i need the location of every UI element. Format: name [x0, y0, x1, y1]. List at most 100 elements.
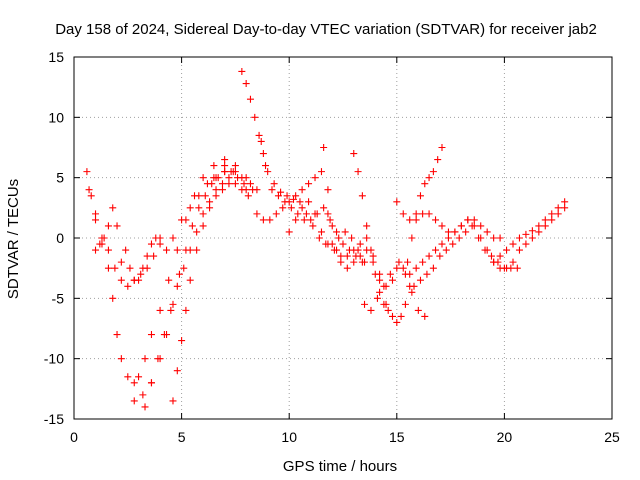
data-point: [225, 174, 233, 182]
data-point: [386, 270, 394, 278]
data-point: [167, 306, 175, 314]
data-point: [221, 156, 229, 164]
data-point: [522, 240, 530, 248]
data-point: [143, 252, 151, 260]
data-point: [210, 174, 218, 182]
data-point: [432, 246, 440, 254]
data-point: [135, 276, 143, 284]
data-point: [173, 246, 181, 254]
series-arc-13: [361, 204, 569, 314]
data-point: [141, 403, 149, 411]
data-point: [298, 186, 306, 194]
data-point: [178, 216, 186, 224]
data-point: [348, 234, 356, 242]
y-tick-label: 0: [56, 230, 64, 246]
data-point: [266, 216, 274, 224]
data-point: [341, 228, 349, 236]
data-point: [240, 180, 248, 188]
data-point: [126, 264, 134, 272]
series-arc-5: [141, 174, 233, 411]
chart-title: Day 158 of 2024, Sidereal Day-to-day VTE…: [55, 21, 597, 38]
data-point: [147, 379, 155, 387]
data-point: [281, 198, 289, 206]
data-point: [343, 264, 351, 272]
data-point: [464, 216, 472, 224]
data-point: [399, 264, 407, 272]
data-point: [412, 264, 420, 272]
data-point: [292, 192, 300, 200]
data-point: [554, 210, 562, 218]
data-point: [425, 252, 433, 260]
data-point: [496, 252, 504, 260]
data-point: [257, 137, 265, 145]
data-point: [231, 162, 239, 170]
data-point: [380, 282, 388, 290]
data-point: [305, 180, 313, 188]
data-point: [412, 210, 420, 218]
data-point: [528, 227, 536, 235]
data-point: [147, 240, 155, 248]
data-point: [548, 216, 556, 224]
data-point: [416, 192, 424, 200]
data-point: [500, 264, 508, 272]
data-point: [554, 204, 562, 212]
data-point: [139, 391, 147, 399]
data-point: [285, 228, 293, 236]
series-arc-7: [238, 67, 369, 266]
data-point: [92, 210, 100, 218]
data-point: [317, 168, 325, 176]
data-point: [113, 331, 121, 339]
data-point: [268, 186, 276, 194]
data-point: [279, 204, 287, 212]
series-arc-1: [83, 156, 257, 387]
data-point: [406, 270, 414, 278]
series-arc-4: [130, 168, 248, 405]
data-point: [513, 264, 521, 272]
x-tick-label: 10: [281, 429, 297, 445]
data-point: [507, 264, 515, 272]
data-point: [186, 204, 194, 212]
series-arc-17: [490, 198, 569, 266]
series-arc-10: [285, 198, 390, 308]
data-point: [436, 252, 444, 260]
data-point: [251, 113, 259, 121]
data-point: [150, 252, 158, 260]
data-point: [141, 355, 149, 363]
data-point: [490, 234, 498, 242]
series-arc-9: [257, 137, 366, 266]
data-point: [165, 276, 173, 284]
data-point: [206, 204, 214, 212]
data-point: [354, 168, 362, 176]
data-point: [156, 306, 164, 314]
data-point: [404, 258, 412, 266]
data-point: [455, 234, 463, 242]
data-point: [425, 174, 433, 182]
data-point: [522, 230, 530, 238]
data-point: [438, 222, 446, 230]
data-point: [397, 312, 405, 320]
data-point: [117, 355, 125, 363]
data-point: [490, 258, 498, 266]
data-point: [376, 276, 384, 284]
data-point: [246, 95, 254, 103]
data-point: [302, 210, 310, 218]
data-point: [528, 234, 536, 242]
data-point: [434, 156, 442, 164]
data-point: [117, 258, 125, 266]
data-point: [421, 180, 429, 188]
data-point: [438, 144, 446, 151]
data-point: [320, 204, 328, 212]
data-point: [367, 246, 375, 254]
data-point: [113, 222, 121, 230]
data-point: [412, 216, 420, 224]
data-point: [384, 306, 392, 314]
data-point: [246, 180, 254, 188]
data-point: [343, 252, 351, 260]
data-point: [92, 216, 100, 224]
data-point: [111, 264, 119, 272]
data-point: [333, 228, 341, 236]
data-point: [408, 288, 416, 296]
series-arc-15: [404, 144, 446, 266]
data-point: [419, 258, 427, 266]
